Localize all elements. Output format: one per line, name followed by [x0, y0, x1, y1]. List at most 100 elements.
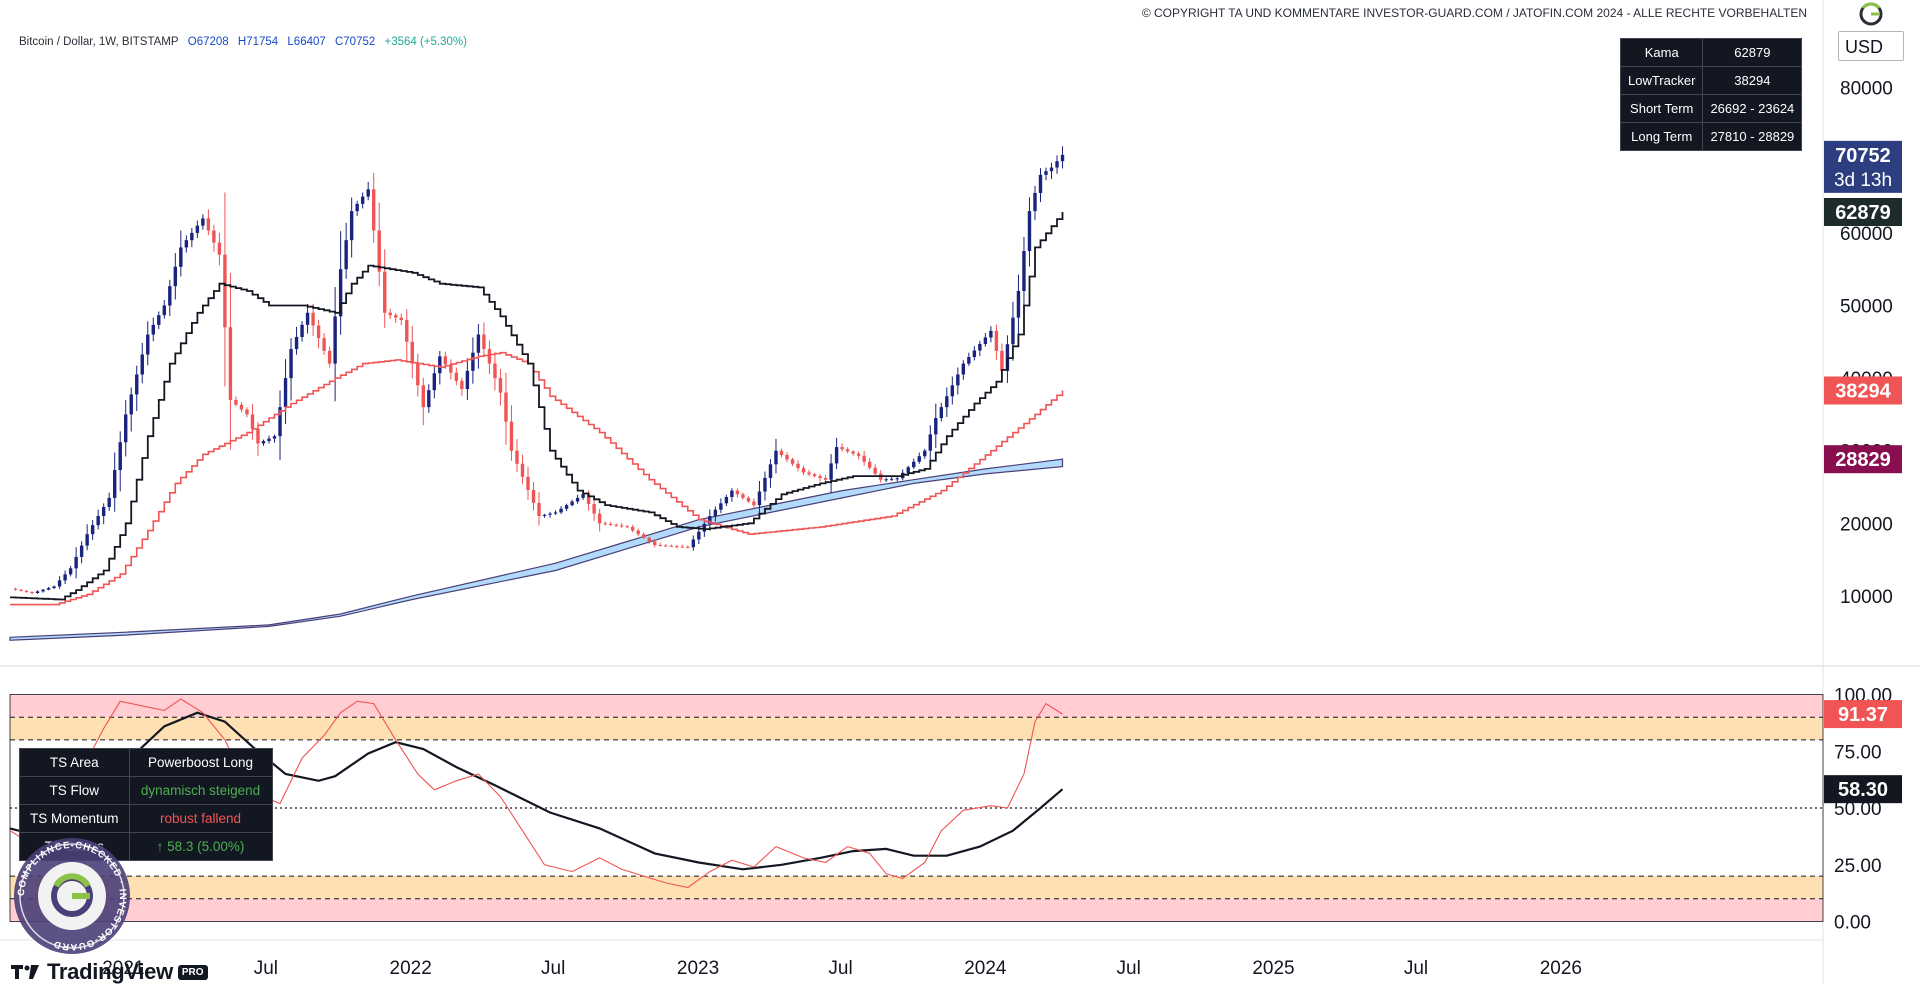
candle-body [322, 338, 326, 351]
candle-body [845, 449, 850, 452]
candle-body [173, 266, 178, 287]
candle [592, 499, 596, 521]
candle-body [608, 524, 613, 526]
candle-body [735, 490, 740, 495]
candle [564, 503, 569, 512]
candle [239, 402, 244, 413]
candle-body [261, 441, 266, 444]
candle-body [1038, 174, 1043, 193]
candle [708, 509, 712, 531]
candle-body [884, 479, 888, 481]
candle-body [785, 455, 789, 460]
date-tick-label: 2026 [1540, 958, 1582, 979]
candle-body [90, 525, 95, 535]
candle-body [151, 324, 155, 335]
date-tick-label: Jul [828, 958, 852, 979]
candle-body [653, 541, 657, 546]
candle [1033, 185, 1037, 221]
candle-body [129, 394, 133, 415]
candle-body [763, 477, 767, 492]
kama-value: 62879 [1702, 38, 1803, 67]
currency-selector[interactable]: USD [1838, 31, 1904, 61]
candle-body [823, 477, 828, 480]
candle-body [168, 286, 172, 306]
candle-body [482, 334, 486, 350]
candle [405, 309, 409, 361]
candle [785, 452, 789, 463]
candle-body [614, 524, 618, 526]
candle [476, 324, 481, 369]
oscillator-tick-label: 75.00 [1834, 742, 1882, 763]
tradingview-icon [11, 965, 39, 979]
candle [272, 434, 277, 443]
candle-body [559, 508, 563, 513]
candle-body [757, 491, 762, 506]
candle-body [493, 363, 497, 379]
candle-body [989, 330, 993, 338]
candle-body [906, 467, 910, 473]
candle [680, 544, 684, 548]
candle-body [410, 341, 414, 364]
candle-body [603, 523, 607, 525]
candle [383, 249, 387, 328]
candle [223, 192, 227, 387]
candle-body [245, 409, 249, 415]
ts-momentum-row: TS Momentum robust fallend [19, 804, 273, 833]
candle [548, 511, 552, 518]
candle-body [487, 349, 492, 364]
candle-body [752, 501, 756, 506]
tradingview-logo[interactable]: TradingView PRO [11, 959, 208, 984]
candle-body [597, 513, 602, 524]
investor-guard-logo-icon[interactable] [1857, 0, 1885, 28]
symbol-label[interactable]: Bitcoin / Dollar, 1W, BITSTAMP [19, 36, 179, 48]
candle [184, 235, 189, 253]
candle [636, 528, 640, 537]
candle [113, 452, 117, 512]
price-badges: 70752 3d 13h 62879 38294 28829 91.37 58.30 [1824, 140, 1902, 804]
candle [465, 358, 470, 400]
candle [691, 535, 696, 551]
candle-body [867, 461, 872, 468]
candle-body [994, 330, 999, 351]
candle [245, 407, 249, 418]
candle [179, 230, 183, 277]
price-badge-text: 62879 [1835, 202, 1891, 224]
oscillator-slow-line [9, 711, 1064, 871]
candle-body [416, 363, 420, 386]
lowtracker-line [10, 351, 1064, 606]
candle-body [438, 356, 442, 374]
candle [614, 523, 618, 528]
candle-body [691, 539, 696, 548]
candle [432, 366, 437, 399]
candle-body [454, 372, 459, 381]
candle [372, 172, 376, 243]
short-term-label: Short Term [1619, 94, 1704, 123]
candle [967, 352, 971, 366]
candle [19, 589, 23, 592]
candle-body [272, 436, 277, 439]
candle-body [1033, 192, 1037, 212]
candle [972, 346, 977, 361]
ts-flow-row: TS Flow dynamisch steigend [19, 776, 273, 805]
candle [322, 333, 326, 355]
candle-body [961, 363, 966, 375]
kama-label: Kama [1619, 38, 1704, 67]
candle-body [967, 357, 971, 364]
candle-body [586, 494, 591, 504]
candle-body [983, 337, 988, 344]
candle-body [201, 218, 205, 226]
candle [349, 197, 354, 258]
date-tick-label: Jul [254, 958, 278, 979]
candle [96, 509, 100, 530]
candle-body [63, 574, 67, 581]
candle [118, 431, 122, 492]
candle-body [366, 189, 370, 197]
candle-body [427, 390, 431, 408]
candle-body [972, 350, 977, 358]
candle [41, 588, 45, 593]
candle [1060, 146, 1065, 169]
candle [377, 202, 381, 287]
candle [994, 324, 999, 360]
candle [774, 438, 778, 474]
ts-area-label: TS Area [19, 748, 130, 777]
